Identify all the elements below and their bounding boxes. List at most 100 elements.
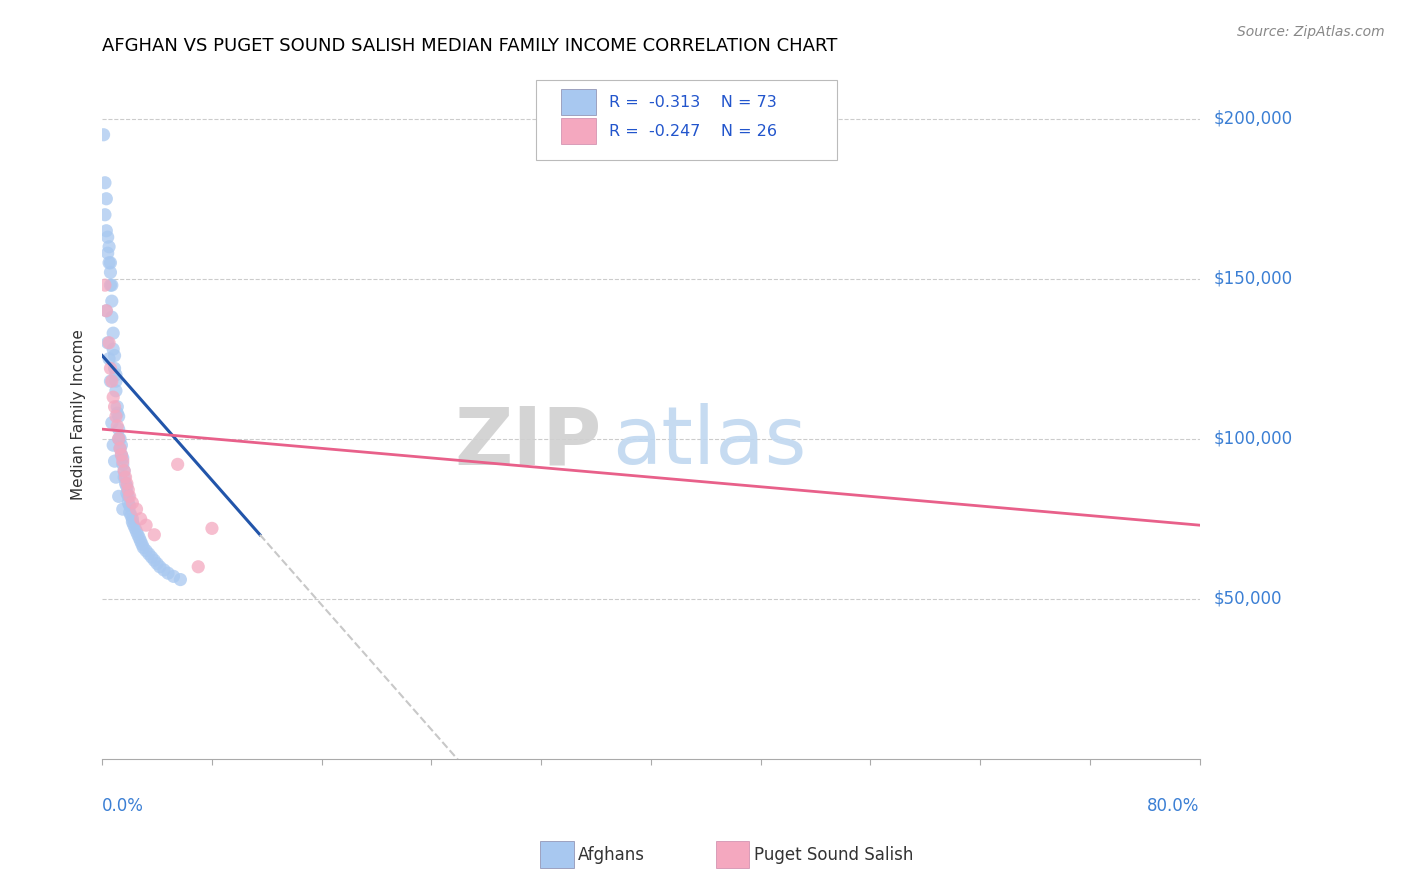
- Point: [146, 557, 169, 571]
- Point: [104, 374, 127, 388]
- Text: ZIP: ZIP: [454, 403, 602, 482]
- Point: [157, 566, 180, 581]
- Point: [104, 384, 127, 398]
- Point: [125, 502, 148, 516]
- Point: [128, 531, 150, 545]
- Point: [96, 303, 118, 318]
- Point: [100, 374, 122, 388]
- Point: [187, 559, 209, 574]
- Text: Puget Sound Salish: Puget Sound Salish: [754, 846, 912, 863]
- Point: [111, 454, 134, 468]
- Point: [111, 502, 134, 516]
- Point: [115, 476, 138, 491]
- Point: [103, 361, 125, 376]
- Text: Source: ZipAtlas.com: Source: ZipAtlas.com: [1237, 25, 1385, 39]
- Point: [110, 438, 132, 452]
- Text: atlas: atlas: [613, 403, 807, 482]
- Point: [129, 512, 152, 526]
- Point: [97, 246, 120, 260]
- Point: [201, 521, 224, 535]
- Point: [103, 438, 125, 452]
- Point: [107, 432, 129, 446]
- Point: [107, 432, 129, 446]
- Point: [103, 390, 125, 404]
- Point: [110, 448, 132, 462]
- Point: [104, 409, 127, 424]
- Point: [96, 192, 118, 206]
- Point: [114, 476, 136, 491]
- Point: [166, 458, 188, 472]
- Text: Afghans: Afghans: [578, 846, 645, 863]
- Text: R =  -0.247    N = 26: R = -0.247 N = 26: [609, 124, 778, 139]
- Point: [98, 240, 121, 254]
- Point: [120, 508, 142, 523]
- Point: [125, 524, 148, 539]
- Point: [131, 537, 153, 551]
- Point: [143, 553, 166, 567]
- Point: [149, 559, 172, 574]
- Point: [141, 550, 163, 565]
- Point: [105, 419, 128, 434]
- Point: [94, 176, 117, 190]
- Point: [111, 450, 134, 465]
- Bar: [561, 119, 596, 145]
- Point: [124, 521, 146, 535]
- Point: [112, 464, 135, 478]
- Point: [132, 541, 155, 555]
- Point: [115, 480, 138, 494]
- Point: [98, 256, 121, 270]
- Point: [105, 406, 128, 420]
- Point: [114, 470, 136, 484]
- Point: [101, 310, 124, 325]
- Point: [135, 543, 157, 558]
- Point: [138, 547, 160, 561]
- Point: [108, 442, 131, 456]
- Point: [103, 400, 125, 414]
- Text: R =  -0.313    N = 73: R = -0.313 N = 73: [609, 95, 778, 110]
- Point: [97, 230, 120, 244]
- Point: [153, 563, 176, 577]
- Point: [121, 512, 143, 526]
- Bar: [561, 89, 596, 115]
- Point: [111, 458, 134, 472]
- Point: [104, 368, 127, 382]
- Point: [100, 278, 122, 293]
- Point: [97, 335, 120, 350]
- Point: [127, 528, 149, 542]
- Point: [104, 470, 127, 484]
- Point: [112, 464, 135, 478]
- Point: [169, 573, 191, 587]
- Point: [101, 294, 124, 309]
- Text: $50,000: $50,000: [1213, 590, 1282, 607]
- Point: [98, 335, 121, 350]
- Point: [93, 128, 115, 142]
- Text: $100,000: $100,000: [1213, 430, 1292, 448]
- Point: [101, 416, 124, 430]
- Point: [96, 224, 118, 238]
- Point: [100, 265, 122, 279]
- Point: [118, 499, 141, 513]
- FancyBboxPatch shape: [536, 79, 838, 161]
- Point: [100, 361, 122, 376]
- Point: [110, 448, 132, 462]
- Point: [100, 256, 122, 270]
- Point: [94, 208, 117, 222]
- Text: 0.0%: 0.0%: [103, 797, 143, 814]
- Point: [118, 489, 141, 503]
- Point: [103, 349, 125, 363]
- Point: [118, 505, 141, 519]
- Point: [108, 432, 131, 446]
- Point: [115, 486, 138, 500]
- Point: [112, 470, 135, 484]
- Point: [121, 496, 143, 510]
- Text: $200,000: $200,000: [1213, 110, 1292, 128]
- Point: [122, 518, 145, 533]
- Point: [107, 489, 129, 503]
- Point: [117, 489, 139, 503]
- Point: [108, 442, 131, 456]
- Point: [121, 515, 143, 529]
- Y-axis label: Median Family Income: Median Family Income: [72, 329, 86, 500]
- Text: AFGHAN VS PUGET SOUND SALISH MEDIAN FAMILY INCOME CORRELATION CHART: AFGHAN VS PUGET SOUND SALISH MEDIAN FAMI…: [103, 37, 838, 55]
- Point: [96, 303, 118, 318]
- Point: [107, 409, 129, 424]
